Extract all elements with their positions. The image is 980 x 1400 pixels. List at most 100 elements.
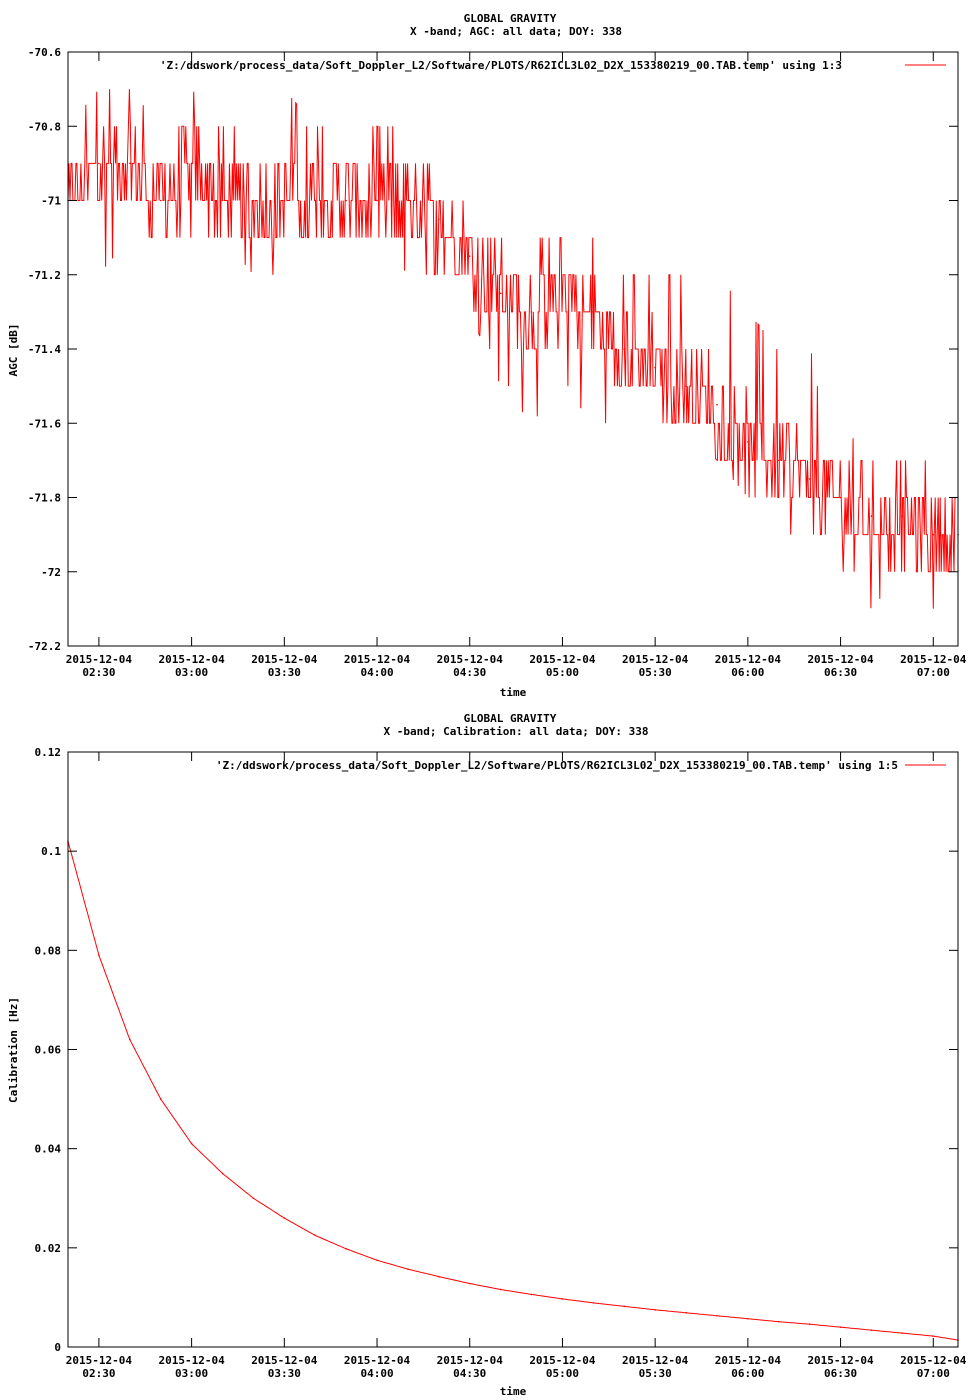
calibration-xtick-date: 2015-12-04 xyxy=(900,1354,967,1367)
agc-ylabel: AGC [dB] xyxy=(7,324,20,377)
agc-xtick-time: 06:00 xyxy=(731,666,764,679)
agc-xtick-time: 05:00 xyxy=(546,666,579,679)
agc-xtick-date: 2015-12-04 xyxy=(900,653,967,666)
calibration-data-point xyxy=(561,1298,564,1300)
calibration-data-point xyxy=(623,1305,626,1308)
calibration-data-point xyxy=(654,1309,656,1311)
calibration-data-point xyxy=(314,1234,317,1237)
agc-xtick-time: 07:00 xyxy=(917,666,950,679)
agc-panel: GLOBAL GRAVITY X -band; AGC: all data; D… xyxy=(7,12,967,699)
calibration-data-point xyxy=(129,1038,131,1041)
agc-xtick-date: 2015-12-04 xyxy=(715,653,782,666)
calibration-ytick-label: 0.12 xyxy=(35,746,62,759)
agc-ytick-label: -71.8 xyxy=(28,492,61,505)
calibration-xtick-date: 2015-12-04 xyxy=(344,1354,411,1367)
calibration-data-point xyxy=(870,1329,873,1331)
calibration-xtick-time: 03:30 xyxy=(268,1367,301,1380)
calibration-data-point xyxy=(98,954,100,957)
calibration-data-point xyxy=(221,1172,224,1175)
agc-ytick-label: -70.6 xyxy=(28,46,61,59)
calibration-title: GLOBAL GRAVITY xyxy=(464,712,557,725)
agc-xtick-date: 2015-12-04 xyxy=(622,653,689,666)
calibration-data-point xyxy=(747,1317,749,1320)
calibration-data-point xyxy=(530,1293,533,1296)
agc-xtick-time: 02:30 xyxy=(82,666,115,679)
agc-data-point xyxy=(499,292,502,295)
agc-ytick-label: -71 xyxy=(41,195,61,208)
agc-axes: -70.6 -70.8 -71 -71.2 -71.4 -71.6 -71.8 -72 -72.… xyxy=(28,46,967,679)
calibration-xtick-time: 05:00 xyxy=(546,1367,579,1380)
calibration-xtick-date: 2015-12-04 xyxy=(437,1354,504,1367)
calibration-xtick-date: 2015-12-04 xyxy=(251,1354,318,1367)
calibration-data-point xyxy=(376,1259,378,1262)
calibration-data-point xyxy=(252,1197,255,1200)
calibration-xtick-time: 03:00 xyxy=(175,1367,208,1380)
agc-data-layer xyxy=(67,89,959,609)
calibration-data-point xyxy=(932,1335,935,1337)
calibration-xlabel: time xyxy=(500,1385,527,1398)
agc-title: GLOBAL GRAVITY xyxy=(464,12,557,25)
agc-subtitle: X -band; AGC: all data; DOY: 338 xyxy=(410,25,622,38)
calibration-data-point xyxy=(592,1302,595,1304)
agc-xtick-time: 06:30 xyxy=(824,666,857,679)
agc-data-point xyxy=(376,199,378,202)
agc-data-point xyxy=(932,533,935,536)
calibration-data-point xyxy=(901,1332,904,1334)
calibration-xtick-time: 06:00 xyxy=(731,1367,764,1380)
agc-xtick-time: 04:00 xyxy=(360,666,393,679)
agc-xtick-date: 2015-12-04 xyxy=(437,653,504,666)
calibration-ytick-label: 0.08 xyxy=(35,944,62,957)
calibration-xtick-date: 2015-12-04 xyxy=(158,1354,225,1367)
calibration-data-layer xyxy=(67,840,959,1341)
calibration-ytick-label: 0.04 xyxy=(35,1143,62,1156)
agc-xlabel: time xyxy=(500,686,527,699)
agc-data-point xyxy=(98,162,100,165)
calibration-ytick-label: 0.1 xyxy=(41,845,61,858)
calibration-ytick-label: 0.02 xyxy=(35,1242,62,1255)
calibration-panel: GLOBAL GRAVITY X -band; Calibration: all… xyxy=(7,712,967,1398)
calibration-data-point xyxy=(499,1288,502,1291)
agc-ytick-label: -72 xyxy=(41,566,61,579)
calibration-xtick-time: 04:30 xyxy=(453,1367,486,1380)
calibration-xtick-date: 2015-12-04 xyxy=(622,1354,689,1367)
calibration-xtick-time: 02:30 xyxy=(82,1367,115,1380)
agc-xtick-date: 2015-12-04 xyxy=(529,653,596,666)
agc-xtick-date: 2015-12-04 xyxy=(807,653,874,666)
calibration-data-point xyxy=(283,1217,286,1219)
calibration-ylabel: Calibration [Hz] xyxy=(7,997,20,1103)
agc-ytick-label: -72.2 xyxy=(28,640,61,653)
calibration-data-point xyxy=(716,1314,718,1317)
calibration-data-point xyxy=(345,1248,347,1250)
agc-data-point xyxy=(716,403,718,406)
agc-xtick-date: 2015-12-04 xyxy=(251,653,318,666)
calibration-xtick-time: 04:00 xyxy=(360,1367,393,1380)
agc-xtick-date: 2015-12-04 xyxy=(66,653,133,666)
calibration-ytick-label: 0 xyxy=(54,1341,61,1354)
calibration-xtick-time: 07:00 xyxy=(917,1367,950,1380)
agc-data-point xyxy=(345,199,347,202)
calibration-data-point xyxy=(685,1311,687,1314)
calibration-xtick-time: 05:30 xyxy=(639,1367,672,1380)
calibration-xtick-time: 06:30 xyxy=(824,1367,857,1380)
calibration-xtick-date: 2015-12-04 xyxy=(807,1354,874,1367)
calibration-data-point xyxy=(839,1326,842,1328)
agc-data-point xyxy=(468,255,471,257)
agc-ytick-label: -71.4 xyxy=(28,343,61,356)
agc-ytick-label: -71.6 xyxy=(28,417,61,430)
calibration-ytick-label: 0.06 xyxy=(35,1044,62,1057)
calibration-data-point xyxy=(808,1323,811,1325)
agc-ytick-label: -70.8 xyxy=(28,120,61,133)
agc-ytick-label: -71.2 xyxy=(28,269,61,282)
agc-xtick-time: 04:30 xyxy=(453,666,486,679)
calibration-data-point xyxy=(407,1268,409,1270)
agc-xtick-time: 05:30 xyxy=(639,666,672,679)
calibration-xtick-date: 2015-12-04 xyxy=(529,1354,596,1367)
agc-legend-label: 'Z:/ddswork/process_data/Soft_Doppler_L2… xyxy=(160,59,842,72)
calibration-legend-label: 'Z:/ddswork/process_data/Soft_Doppler_L2… xyxy=(216,759,898,772)
calibration-data-point xyxy=(190,1142,193,1145)
calibration-xtick-date: 2015-12-04 xyxy=(66,1354,133,1367)
agc-data-point xyxy=(159,199,162,202)
calibration-axes: 0.120.10.080.060.040.0202015-12-0402:302… xyxy=(35,746,967,1380)
